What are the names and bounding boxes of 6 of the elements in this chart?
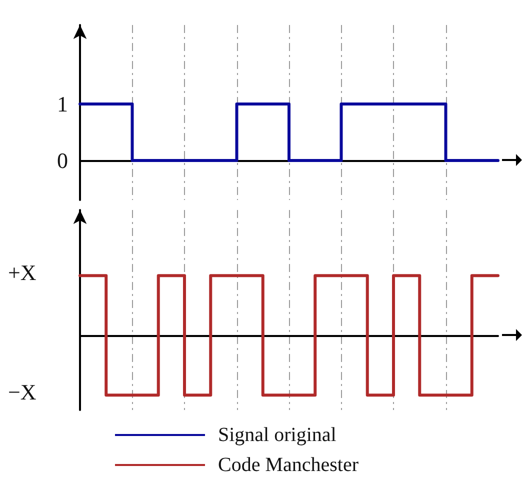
text: −X — [8, 380, 36, 405]
legend-label: Code Manchester — [218, 454, 359, 476]
text: +X — [8, 260, 36, 286]
y-tick-label: 1 — [57, 92, 68, 117]
legend-label: Signal original — [218, 424, 337, 446]
y-tick-label: 0 — [57, 148, 68, 173]
